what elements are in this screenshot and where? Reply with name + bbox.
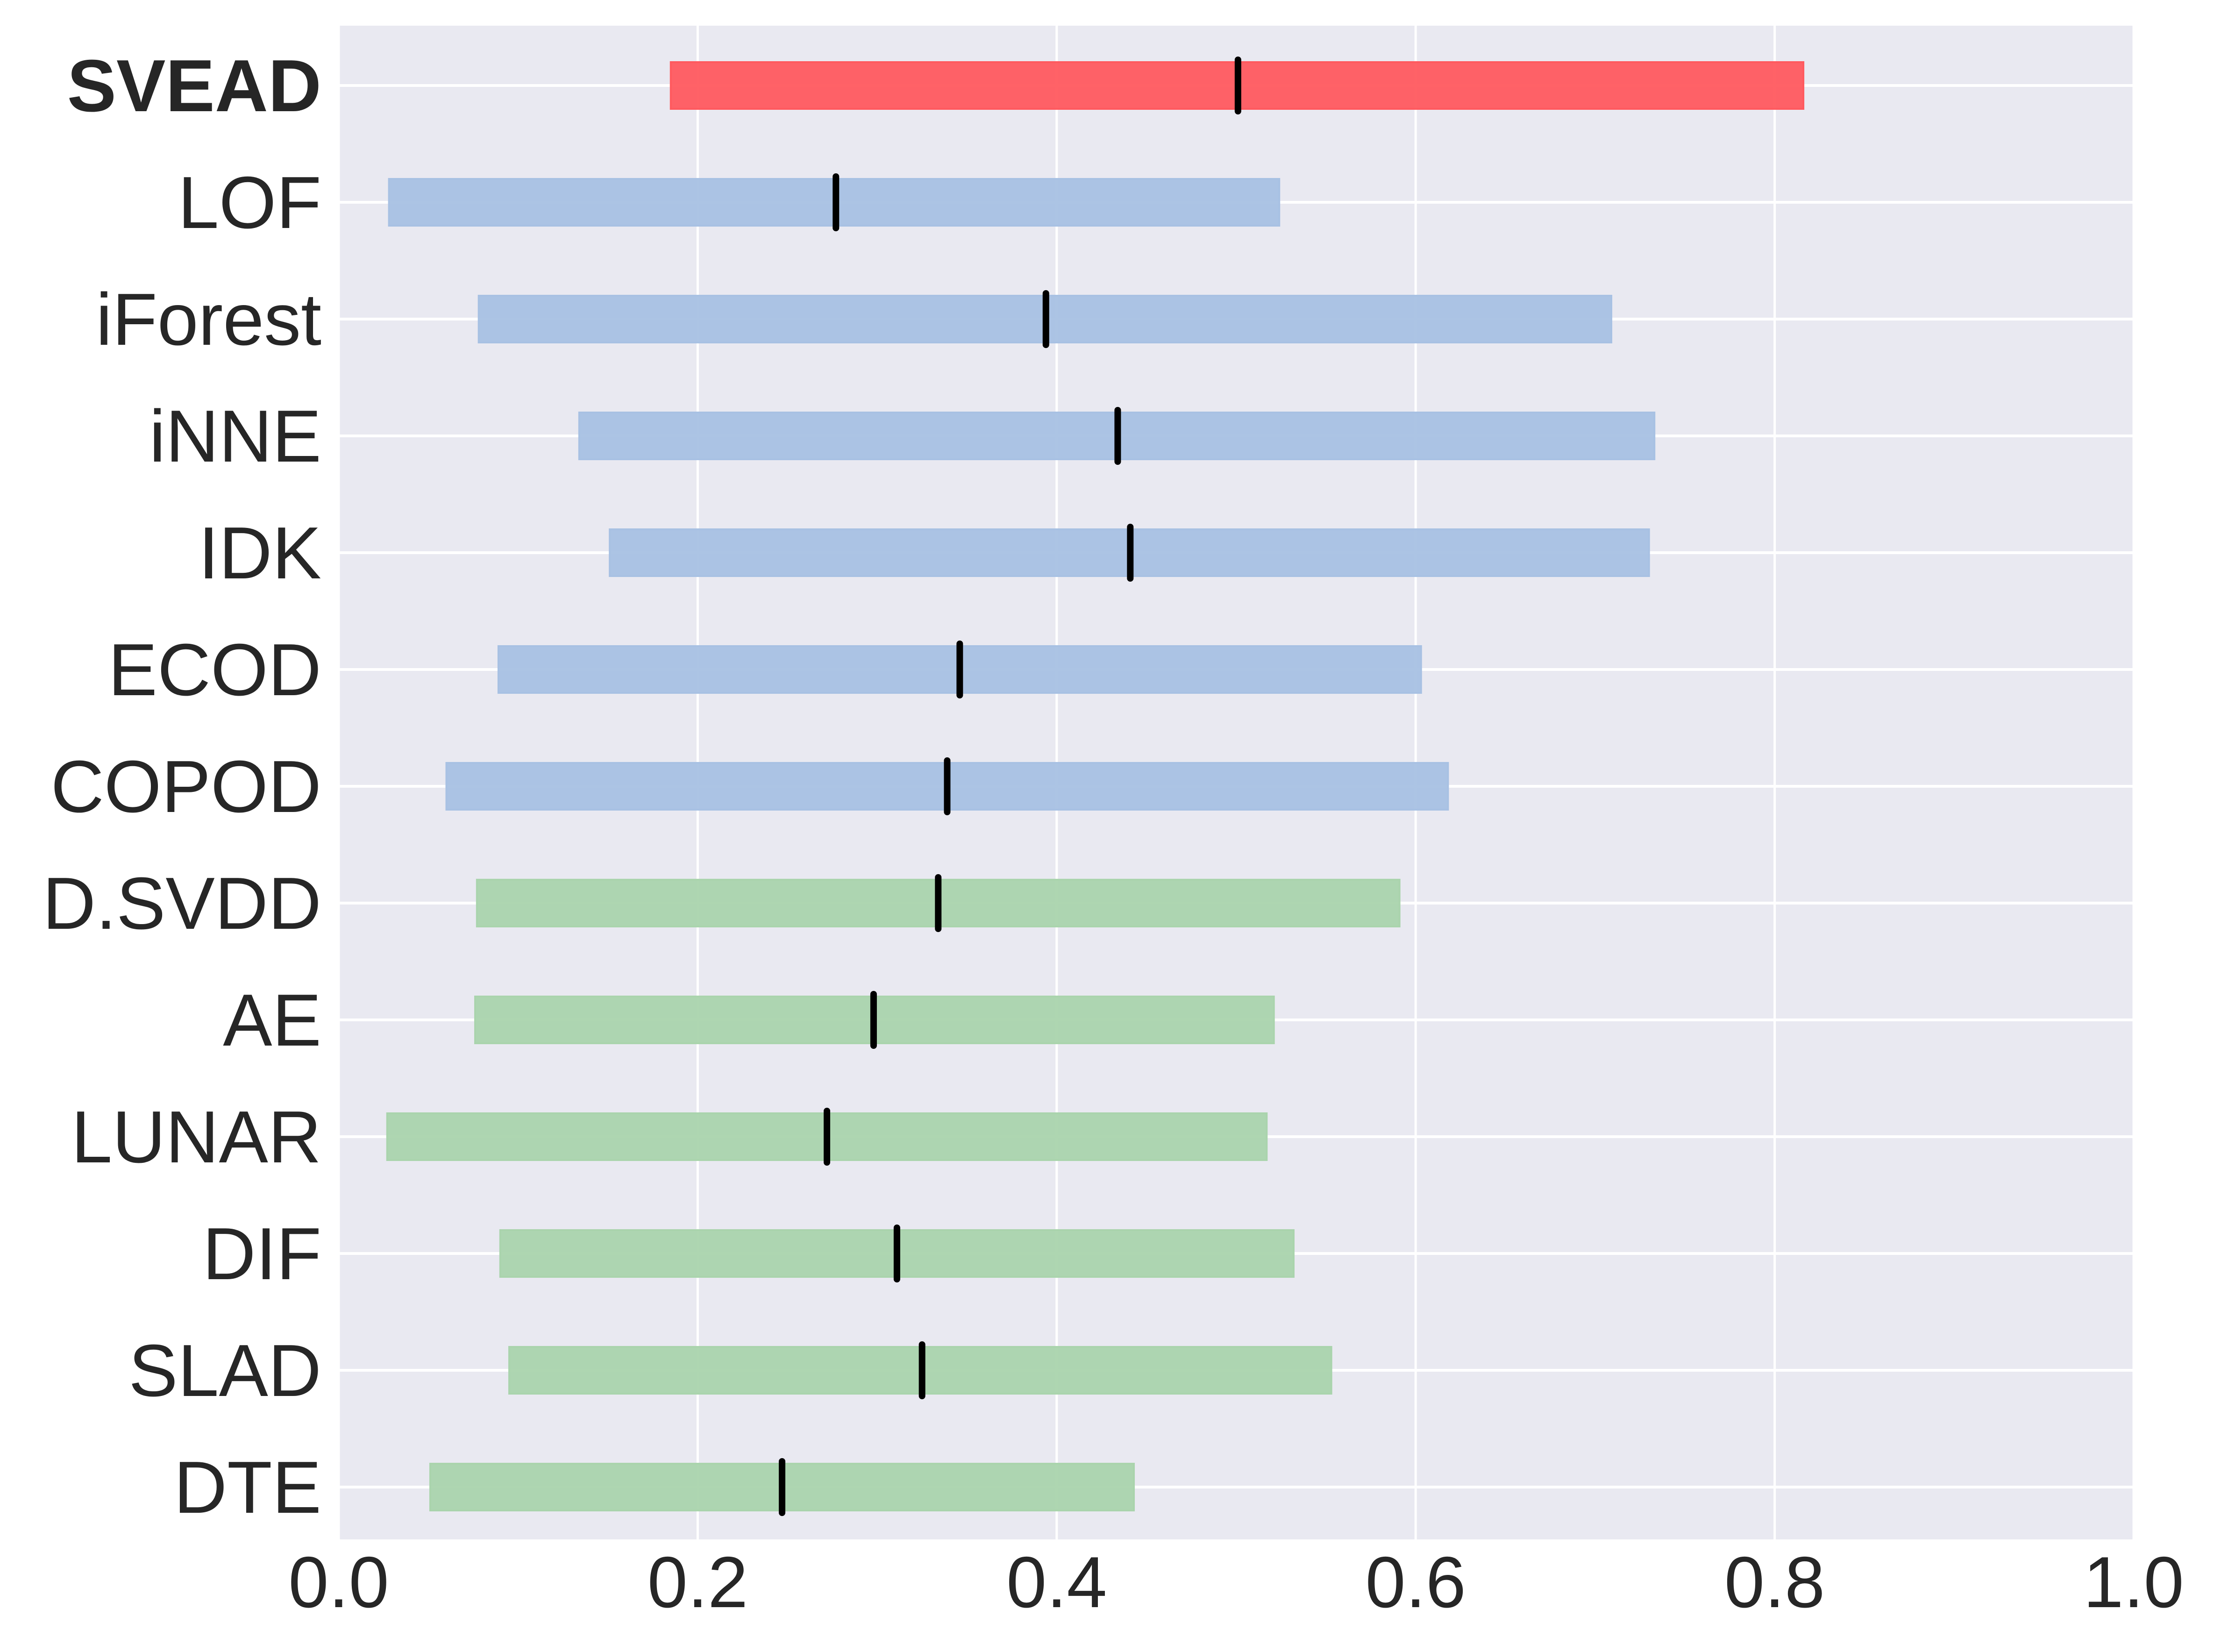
category-label: DTE bbox=[174, 1446, 321, 1529]
x-tick-label: 0.4 bbox=[1006, 1542, 1107, 1623]
category-label: iNNE bbox=[149, 395, 321, 477]
category-label: COPOD bbox=[51, 746, 321, 828]
category-label: iForest bbox=[96, 278, 321, 361]
category-label: ECOD bbox=[108, 629, 322, 711]
category-label: IDK bbox=[199, 512, 321, 594]
category-label: SVEAD bbox=[67, 45, 321, 127]
x-tick-label: 0.8 bbox=[1724, 1542, 1825, 1623]
category-label: SLAD bbox=[128, 1330, 321, 1412]
category-label: LUNAR bbox=[71, 1096, 321, 1178]
x-tick-label: 1.0 bbox=[2083, 1542, 2184, 1623]
category-label: D.SVDD bbox=[43, 862, 321, 945]
x-tick-labels: 0.0 0.2 0.4 0.6 0.8 1.0 bbox=[288, 1542, 2184, 1623]
x-tick-label: 0.6 bbox=[1365, 1542, 1466, 1623]
x-tick-label: 0.0 bbox=[288, 1542, 389, 1623]
category-label: LOF bbox=[178, 162, 321, 244]
category-label: DIF bbox=[202, 1213, 321, 1295]
median-markers bbox=[778, 57, 1241, 1516]
x-tick-label: 0.2 bbox=[648, 1542, 748, 1623]
category-label: AE bbox=[223, 979, 321, 1061]
category-labels: SVEAD LOF iForest iNNE IDK ECOD COPOD D.SVDD AE L… bbox=[43, 45, 321, 1529]
